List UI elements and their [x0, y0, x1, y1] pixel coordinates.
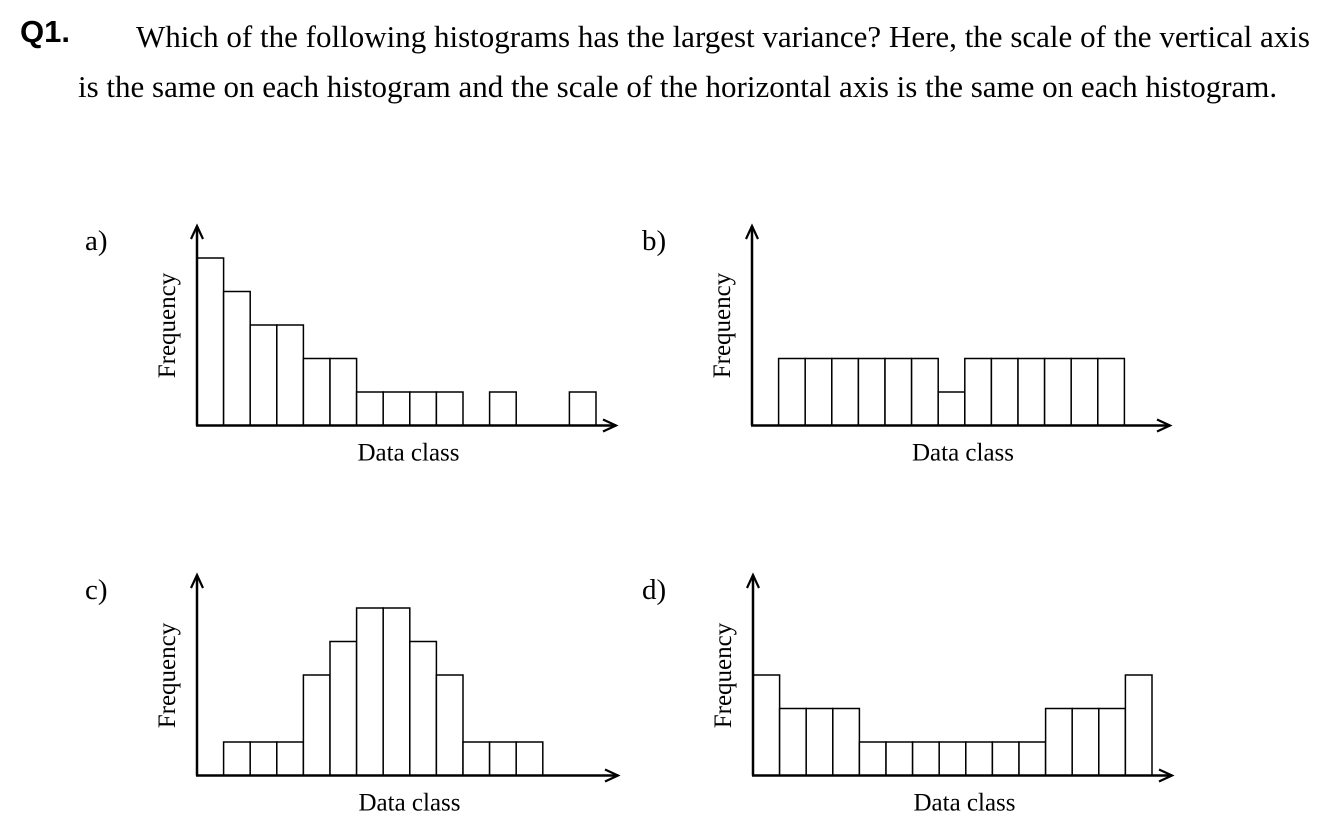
histogram-bar — [1071, 707, 1100, 777]
histogram-bar — [382, 607, 411, 777]
histogram-bar — [832, 707, 861, 777]
x-axis-arrow-icon — [602, 418, 619, 433]
panel-label-b: b) — [642, 225, 667, 257]
panel-label-d: d) — [642, 574, 667, 606]
histogram-bar — [964, 357, 993, 427]
question-text: Which of the following histograms has th… — [78, 19, 1310, 104]
histogram-bar — [1018, 741, 1047, 777]
histogram-bar — [302, 357, 331, 427]
x-axis-label: Data class — [913, 790, 1015, 817]
histogram-bar — [1043, 357, 1072, 427]
histogram-bar — [488, 391, 517, 427]
y-axis-arrow-icon — [190, 572, 204, 589]
histogram-bar — [222, 741, 251, 777]
histogram-bar — [831, 357, 860, 427]
histogram-bar — [805, 707, 834, 777]
histogram-bar — [409, 640, 438, 777]
x-axis-label: Data class — [912, 440, 1014, 467]
histogram-bar — [1124, 674, 1153, 777]
histogram-bar — [804, 357, 833, 427]
histogram-c: Data class Frequency — [154, 572, 621, 817]
histogram-bar — [1070, 357, 1099, 427]
histogram-bar — [911, 741, 940, 777]
y-axis-arrow-icon — [746, 572, 760, 589]
histogram-d: Data class Frequency — [710, 572, 1175, 817]
histogram-a: Data class Frequency — [154, 223, 619, 467]
y-axis-label: Frequency — [709, 272, 736, 378]
histogram-bar — [884, 357, 913, 427]
histogram-bar — [488, 741, 517, 777]
histogram-bar — [778, 707, 807, 777]
x-axis-label: Data class — [358, 790, 460, 817]
histogram-bar — [409, 391, 438, 427]
histogram-bar — [462, 741, 491, 777]
x-axis-arrow-icon — [1158, 768, 1175, 783]
histogram-bar — [382, 391, 411, 427]
histogram-bar — [1044, 707, 1073, 777]
question-number: Q1. — [20, 14, 70, 49]
histogram-bar — [1098, 707, 1127, 777]
histogram-bar — [276, 324, 305, 427]
y-axis-arrow-icon — [745, 223, 759, 240]
y-axis-label: Frequency — [154, 272, 181, 378]
histogram-bar — [858, 741, 887, 777]
histogram-bar — [777, 357, 806, 427]
y-axis-label: Frequency — [154, 622, 181, 728]
histogram-bar — [435, 391, 464, 427]
histogram-bar — [276, 741, 305, 777]
histogram-bar — [355, 607, 384, 777]
histogram-bar — [990, 357, 1019, 427]
histogram-bar — [965, 741, 994, 777]
histogram-bar — [857, 357, 886, 427]
histogram-bar — [1017, 357, 1046, 427]
histogram-bar — [991, 741, 1020, 777]
histogram-bar — [937, 391, 966, 427]
histogram-bar — [938, 741, 967, 777]
histogram-bar — [196, 257, 225, 427]
histogram-bar — [435, 674, 464, 777]
histogram-bar — [302, 674, 331, 777]
histogram-bar — [752, 674, 781, 777]
histogram-bar — [515, 741, 544, 777]
histogram-bar — [329, 640, 358, 777]
histogram-bar — [568, 391, 597, 427]
y-axis-label: Frequency — [710, 622, 737, 728]
x-axis-label: Data class — [357, 440, 459, 467]
panel-label-a: a) — [85, 225, 108, 257]
panel-label-c: c) — [85, 574, 108, 606]
x-axis-arrow-icon — [604, 768, 621, 783]
histogram-b: Data class Frequency — [709, 223, 1173, 467]
histogram-bar — [222, 290, 251, 427]
histogram-bar — [249, 741, 278, 777]
y-axis-arrow-icon — [190, 223, 204, 240]
histogram-bar — [910, 357, 939, 427]
histogram-bar — [885, 741, 914, 777]
histogram-bar — [329, 357, 358, 427]
x-axis-arrow-icon — [1156, 418, 1173, 433]
histogram-bar — [355, 391, 384, 427]
histogram-bar — [1097, 357, 1126, 427]
histogram-bar — [249, 324, 278, 427]
